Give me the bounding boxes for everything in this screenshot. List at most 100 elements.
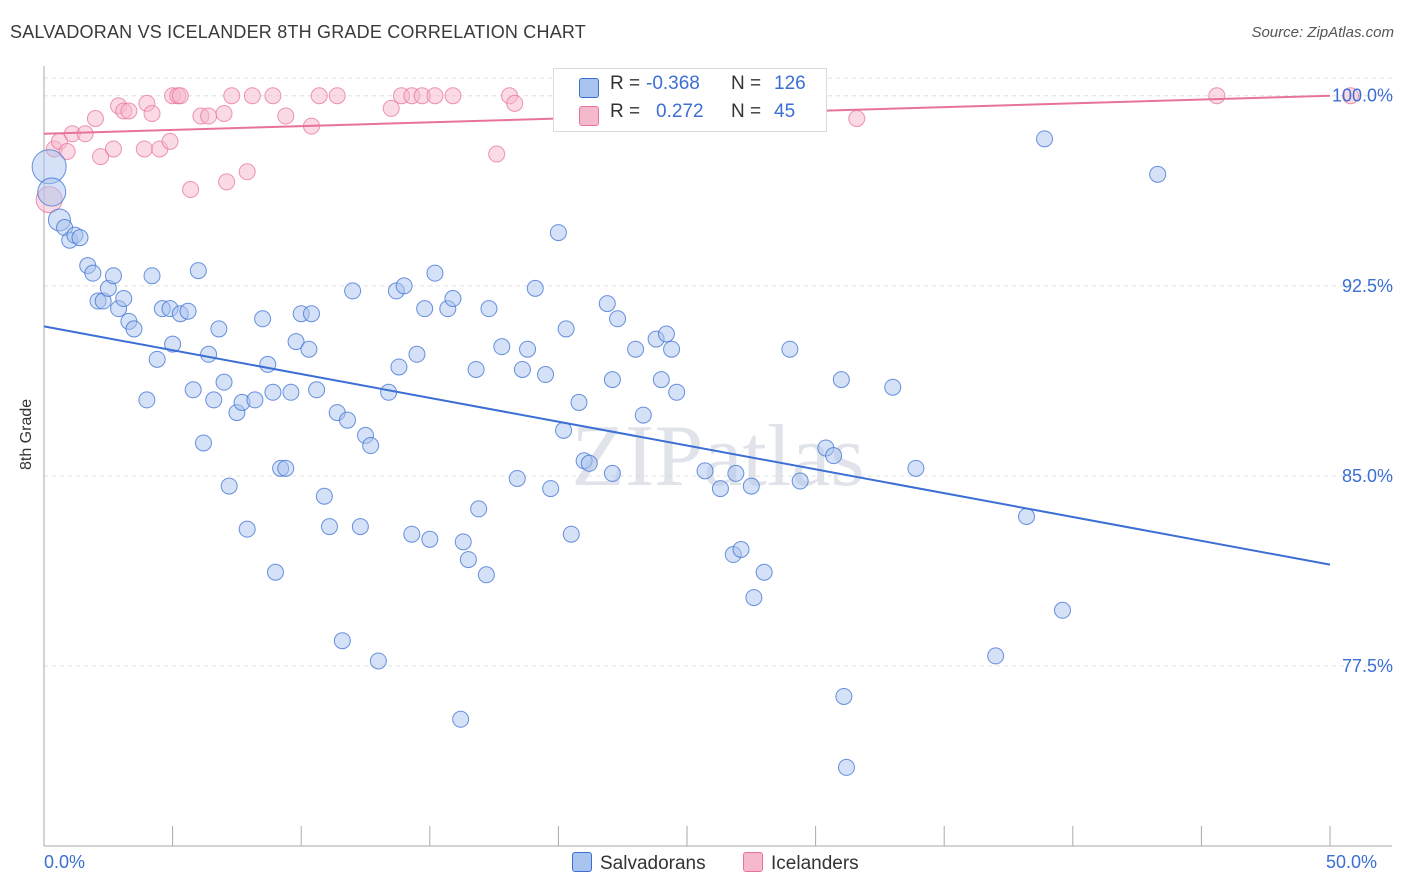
salvadoran-point (246, 391, 264, 409)
icelander-point (243, 87, 261, 105)
salvadoran-point (351, 518, 369, 536)
salvadoran-point (254, 310, 272, 328)
icelander-point (1208, 87, 1226, 105)
salvadoran-point (657, 325, 675, 343)
icelander-point (104, 140, 122, 158)
salvadoran-point (652, 371, 670, 389)
salvadorans-swatch (572, 852, 592, 872)
salvadoran-point (184, 381, 202, 399)
salvadoran-point (277, 459, 295, 477)
salvadoran-point (555, 421, 573, 439)
salvadoran-point (1149, 165, 1167, 183)
salvadorans-swatch (579, 78, 599, 98)
salvadoran-point (570, 393, 588, 411)
salvadoran-point (537, 366, 555, 384)
legend-label-salvadorans: Salvadorans (600, 853, 706, 874)
salvadoran-point (526, 279, 544, 297)
salvadoran-point (238, 520, 256, 538)
icelander-point (171, 87, 189, 105)
salvadoran-point (907, 459, 925, 477)
salvadoran-point (300, 340, 318, 358)
salvadoran-point (727, 464, 745, 482)
y-tick-label: 92.5% (1342, 276, 1393, 296)
icelander-point (58, 143, 76, 161)
salvadoran-point (1018, 507, 1036, 525)
icelander-point (215, 104, 233, 122)
salvadoran-point (711, 480, 729, 498)
salvadoran-point (390, 358, 408, 376)
icelander-point (488, 145, 506, 163)
salvadoran-point (454, 533, 472, 551)
salvadoran-point (421, 530, 439, 548)
salvadoran-point (835, 687, 853, 705)
salvadoran-point (210, 320, 228, 338)
salvadoran-point (837, 758, 855, 776)
salvadoran-point (452, 710, 470, 728)
r-value: -0.368 (646, 73, 700, 94)
salvadoran-point (609, 310, 627, 328)
x-tick-label-max: 50.0% (1326, 852, 1378, 872)
icelander-point (182, 181, 200, 199)
icelander-point (200, 107, 218, 125)
icelander-point (328, 87, 346, 105)
salvadoran-point (742, 477, 760, 495)
n-label: N = (731, 73, 762, 94)
salvadoran-point (125, 320, 143, 338)
salvadoran-point (395, 277, 413, 295)
salvadoran-point (493, 338, 511, 356)
salvadoran-point (205, 391, 223, 409)
salvadoran-point (1036, 130, 1054, 148)
icelander-point (120, 102, 138, 120)
n-value: 126 (774, 73, 806, 94)
icelander-point (426, 87, 444, 105)
salvadoran-point (781, 340, 799, 358)
salvadoran-point (315, 487, 333, 505)
r-label: R = (610, 73, 641, 94)
salvadoran-point (220, 477, 238, 495)
n-label: N = (731, 101, 762, 122)
salvadoran-point (470, 500, 488, 518)
salvadoran-point (519, 340, 537, 358)
salvadoran-point (603, 371, 621, 389)
salvadoran-point (480, 300, 498, 318)
legend-item-salvadorans[interactable]: Salvadorans (572, 852, 706, 875)
icelander-point (92, 148, 110, 166)
salvadoran-point (138, 391, 156, 409)
salvadoran-point (755, 563, 773, 581)
salvadoran-point (369, 652, 387, 670)
salvadoran-point (580, 454, 598, 472)
legend-label-icelanders: Icelanders (771, 853, 859, 874)
y-tick-labels: 77.5% 85.0% 92.5% 100.0% (1332, 86, 1393, 676)
legend-item-icelanders[interactable]: Icelanders (743, 852, 859, 875)
salvadoran-point (508, 469, 526, 487)
salvadoran-point (745, 589, 763, 607)
icelander-point (848, 110, 866, 128)
salvadoran-point (115, 290, 133, 308)
icelander-point (218, 173, 236, 191)
icelander-point (76, 125, 94, 143)
salvadoran-point (557, 320, 575, 338)
salvadoran-point (416, 300, 434, 318)
icelander-point (264, 87, 282, 105)
icelander-point (143, 104, 161, 122)
r-value: 0.272 (656, 101, 704, 122)
salvadoran-point (287, 333, 305, 351)
salvadoran-point (266, 563, 284, 581)
salvadoran-point (164, 335, 182, 353)
salvadorans-trend-line (43, 325, 1331, 566)
salvadoran-point (426, 264, 444, 282)
salvadoran-point (308, 381, 326, 399)
icelanders-points (35, 87, 1360, 214)
salvadoran-point (542, 480, 560, 498)
salvadoran-point (825, 447, 843, 465)
salvadoran-point (598, 295, 616, 313)
salvadoran-point (696, 462, 714, 480)
salvadoran-point (403, 525, 421, 543)
salvadoran-point (302, 305, 320, 323)
icelanders-swatch (743, 852, 763, 872)
salvadoran-point (200, 345, 218, 363)
icelander-point (444, 87, 462, 105)
icelander-point (86, 110, 104, 128)
salvadoran-point (603, 464, 621, 482)
